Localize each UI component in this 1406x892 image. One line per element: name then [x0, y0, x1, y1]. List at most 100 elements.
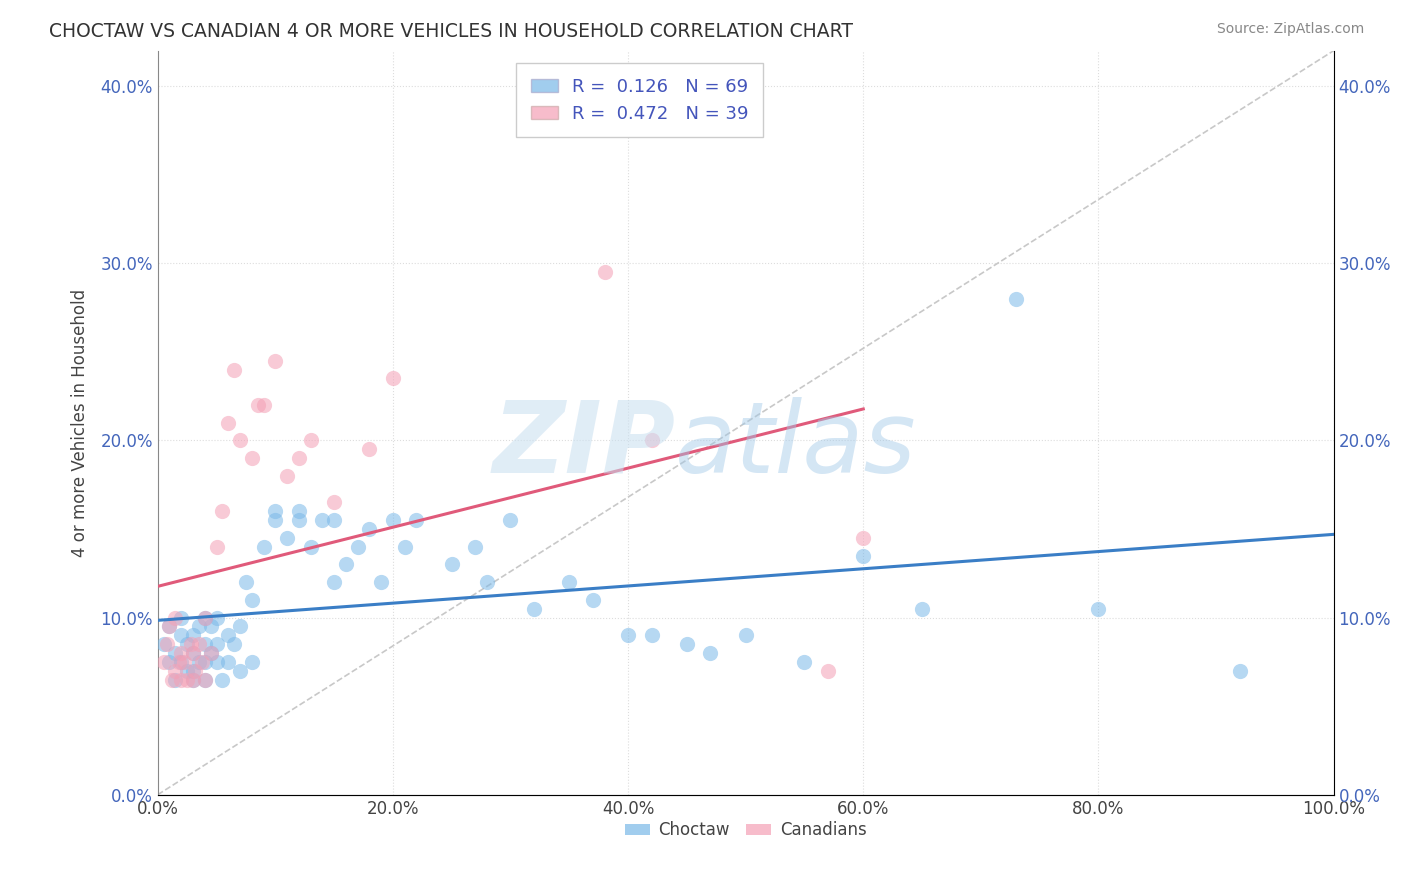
Point [558, 575, 581, 590]
Point [734, 628, 756, 642]
Point [640, 628, 662, 642]
Point [170, 610, 193, 624]
Point [288, 513, 311, 527]
Point [323, 513, 346, 527]
Point [240, 451, 263, 466]
Point [200, 619, 222, 633]
Point [676, 637, 699, 651]
Point [311, 513, 333, 527]
Point [205, 655, 228, 669]
Point [191, 655, 214, 669]
Point [184, 664, 207, 678]
Point [252, 540, 274, 554]
Point [299, 434, 322, 448]
Point [229, 664, 252, 678]
Point [181, 673, 204, 687]
Point [617, 628, 640, 642]
Point [181, 673, 204, 687]
Point [346, 540, 368, 554]
Point [911, 601, 934, 615]
Point [276, 468, 298, 483]
Point [176, 673, 198, 687]
Point [235, 575, 257, 590]
Point [165, 673, 187, 687]
Point [323, 575, 346, 590]
Point [264, 353, 287, 368]
Point [394, 540, 416, 554]
Point [173, 655, 195, 669]
Point [793, 655, 815, 669]
Point [165, 664, 187, 678]
Y-axis label: 4 or more Vehicles in Household: 4 or more Vehicles in Household [72, 289, 89, 557]
Point [405, 513, 427, 527]
Point [176, 637, 198, 651]
Point [211, 673, 233, 687]
Point [359, 442, 381, 457]
Legend: Choctaw, Canadians: Choctaw, Canadians [619, 814, 873, 846]
Point [170, 646, 193, 660]
Point [170, 628, 193, 642]
Point [159, 655, 181, 669]
Point [217, 416, 239, 430]
Point [181, 628, 204, 642]
Point [288, 504, 311, 518]
Point [167, 655, 190, 669]
Point [194, 655, 217, 669]
Point [499, 513, 522, 527]
Point [264, 504, 287, 518]
Point [152, 637, 174, 651]
Text: Source: ZipAtlas.com: Source: ZipAtlas.com [1216, 22, 1364, 37]
Point [323, 495, 346, 509]
Point [246, 398, 269, 412]
Point [440, 558, 463, 572]
Point [240, 592, 263, 607]
Point [464, 540, 486, 554]
Point [165, 646, 187, 660]
Point [181, 646, 204, 660]
Point [152, 655, 174, 669]
Point [699, 646, 721, 660]
Point [1229, 664, 1251, 678]
Point [156, 637, 179, 651]
Point [335, 558, 357, 572]
Point [224, 637, 246, 651]
Point [582, 592, 605, 607]
Point [194, 610, 217, 624]
Point [194, 673, 217, 687]
Point [593, 265, 616, 279]
Point [276, 531, 298, 545]
Text: CHOCTAW VS CANADIAN 4 OR MORE VEHICLES IN HOUSEHOLD CORRELATION CHART: CHOCTAW VS CANADIAN 4 OR MORE VEHICLES I… [49, 22, 853, 41]
Point [205, 637, 228, 651]
Point [194, 673, 217, 687]
Point [1005, 292, 1028, 306]
Point [370, 575, 392, 590]
Point [359, 522, 381, 536]
Point [181, 646, 204, 660]
Point [200, 646, 222, 660]
Point [852, 531, 875, 545]
Point [187, 655, 209, 669]
Point [224, 362, 246, 376]
Point [211, 504, 233, 518]
Point [817, 664, 839, 678]
Point [264, 513, 287, 527]
Point [165, 610, 187, 624]
Point [381, 371, 404, 385]
Point [252, 398, 274, 412]
Point [180, 637, 202, 651]
Point [194, 637, 217, 651]
Point [299, 540, 322, 554]
Point [159, 619, 181, 633]
Point [200, 646, 222, 660]
Point [381, 513, 404, 527]
Point [229, 619, 252, 633]
Point [288, 451, 311, 466]
Point [240, 655, 263, 669]
Point [159, 619, 181, 633]
Point [205, 540, 228, 554]
Point [523, 601, 546, 615]
Text: ZIP: ZIP [492, 397, 675, 493]
Point [187, 619, 209, 633]
Point [194, 610, 217, 624]
Point [217, 655, 239, 669]
